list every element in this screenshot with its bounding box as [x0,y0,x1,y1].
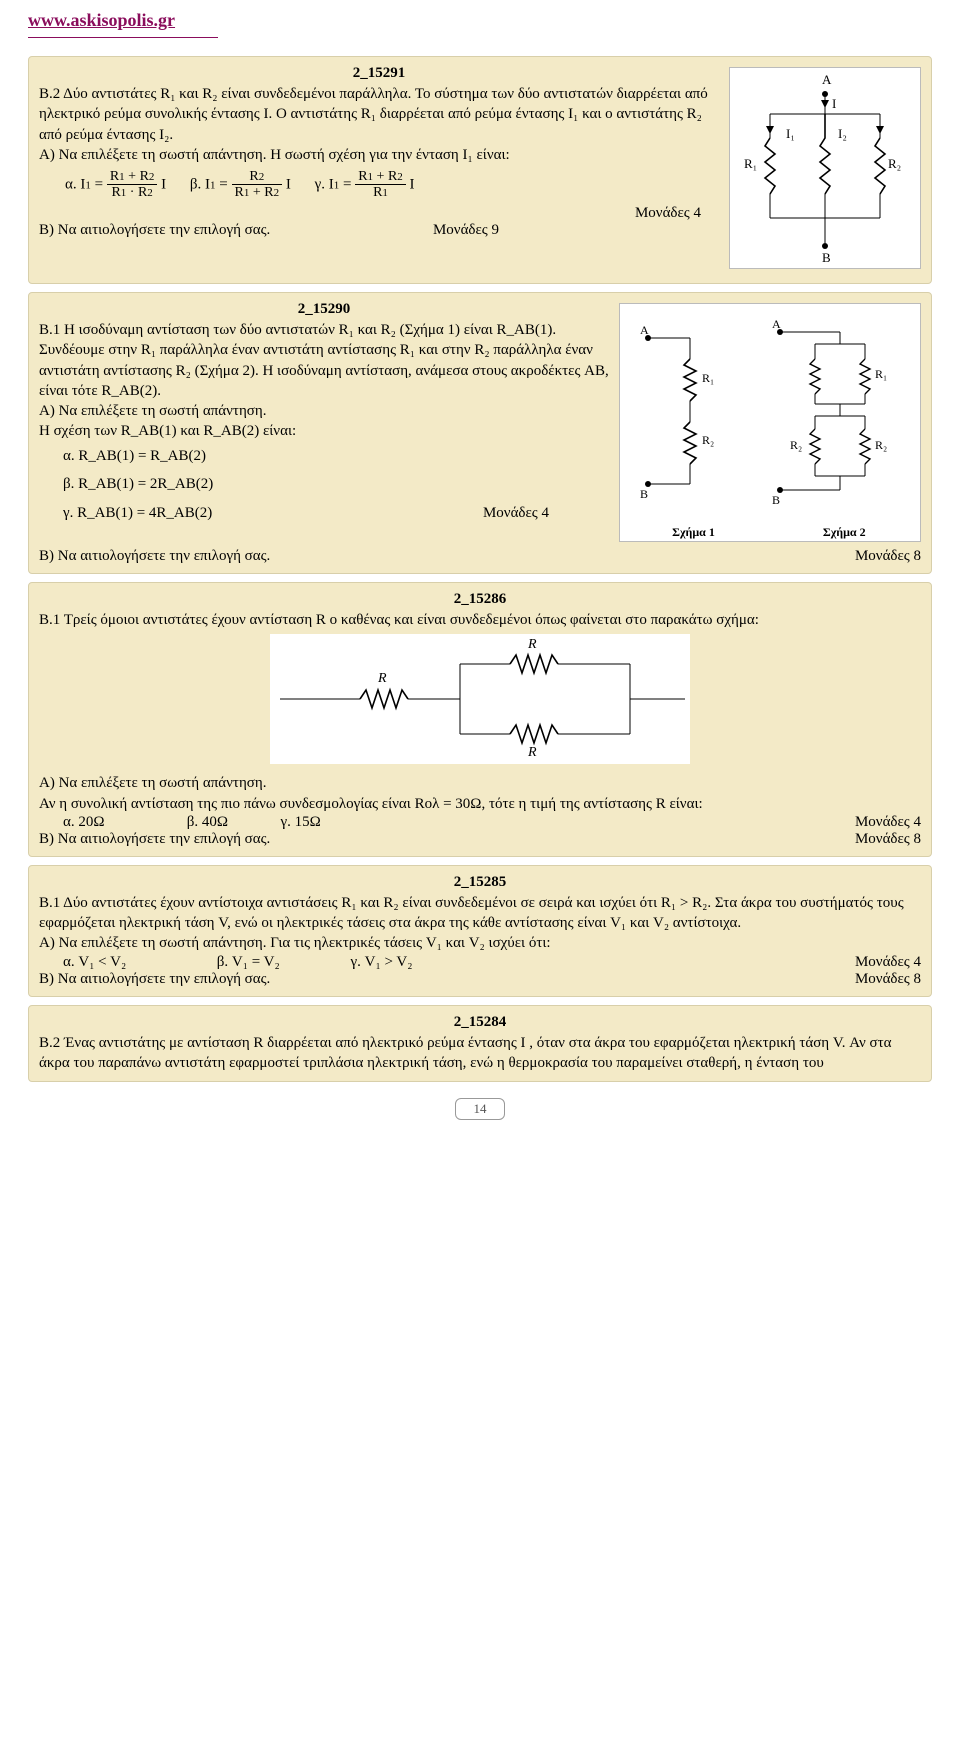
opt-beta-label: β. [190,176,201,192]
points-2: Μονάδες 8 [855,971,921,988]
svg-text:I₂: I₂ [838,126,847,141]
svg-text:A: A [640,323,649,337]
svg-text:B: B [640,487,648,501]
section-15284: 2_15284 Β.2 Ένας αντιστάτης με αντίσταση… [28,1005,932,1083]
condition-text: Αν η συνολική αντίσταση της πιο πάνω συν… [39,794,921,814]
circuit-15291: A I R₁ R₂ I₁ I₂ [729,67,921,269]
svg-text:B: B [772,493,780,507]
svg-text:R: R [527,637,537,652]
part-B-label: Β) Να αιτιολογήσετε την επιλογή σας. [39,222,270,239]
svg-text:R₂: R₂ [875,438,887,452]
choice-A-label: Α) Να επιλέξετε τη σωστή απάντηση. [39,773,921,793]
svg-text:R: R [377,671,387,686]
intro-text: Β.1 Τρείς όμοιοι αντιστάτες έχουν αντίστ… [39,610,921,630]
svg-text:R₁: R₁ [702,371,714,385]
intro-text: Β.1 Δύο αντιστάτες έχουν αντίστοιχα αντι… [39,893,921,934]
opt-a: α. 20Ω [63,814,183,831]
points-1: Μονάδες 4 [483,499,609,528]
section-15291: A I R₁ R₂ I₁ I₂ [28,56,932,284]
opt-b: β. V₁ = V₂ [217,954,347,971]
part-B-label: Β) Να αιτιολογήσετε την επιλογή σας. [39,831,270,848]
svg-text:R: R [527,745,537,760]
fig1-caption: Σχήμα 1 [620,525,767,540]
fig2-caption: Σχήμα 2 [771,525,918,540]
intro-text: Β.2 Ένας αντιστάτης με αντίσταση R διαρρ… [39,1033,921,1074]
section-15290: A R₁ R₂ B A [28,292,932,574]
points-1: Μονάδες 4 [855,954,921,971]
opt-gamma-label: γ. [315,176,325,192]
svg-text:A: A [822,72,832,87]
svg-text:R₂: R₂ [888,156,901,171]
opt-b: β. 40Ω [187,814,277,831]
opt-c: γ. V₁ > V₂ [351,954,413,971]
choice-A-label: Α) Να επιλέξετε τη σωστή απάντηση. Για τ… [39,933,921,953]
circuit-15286: R R R [39,634,921,769]
svg-text:R₂: R₂ [790,438,802,452]
section-code: 2_15284 [39,1014,921,1031]
svg-text:R₁: R₁ [875,367,887,381]
points-2: Μονάδες 8 [855,831,921,848]
section-code: 2_15286 [39,591,921,608]
circuit-15290: A R₁ R₂ B A [619,303,921,542]
points-2: Μονάδες 8 [855,548,921,565]
svg-text:R₂: R₂ [702,433,714,447]
opt-alpha-label: α. [65,176,77,192]
points-2: Μονάδες 9 [433,222,499,239]
section-code: 2_15285 [39,874,921,891]
svg-text:I₁: I₁ [786,126,795,141]
opt-c: γ. 15Ω [281,814,321,831]
svg-text:R₁: R₁ [744,156,757,171]
opt-c: γ. R_AB(1) = 4R_AB(2) [63,499,212,528]
svg-text:A: A [772,317,781,331]
section-15285: 2_15285 Β.1 Δύο αντιστάτες έχουν αντίστο… [28,865,932,997]
page-number: 14 [455,1098,505,1120]
part-B-label: Β) Να αιτιολογήσετε την επιλογή σας. [39,548,270,565]
part-B-label: Β) Να αιτιολογήσετε την επιλογή σας. [39,971,270,988]
points-1: Μονάδες 4 [855,814,921,831]
opt-a: α. V₁ < V₂ [63,954,213,971]
site-url[interactable]: www.askisopolis.gr [28,10,218,38]
svg-text:B: B [822,250,831,265]
section-15286: 2_15286 Β.1 Τρείς όμοιοι αντιστάτες έχου… [28,582,932,857]
svg-text:I: I [832,96,836,111]
